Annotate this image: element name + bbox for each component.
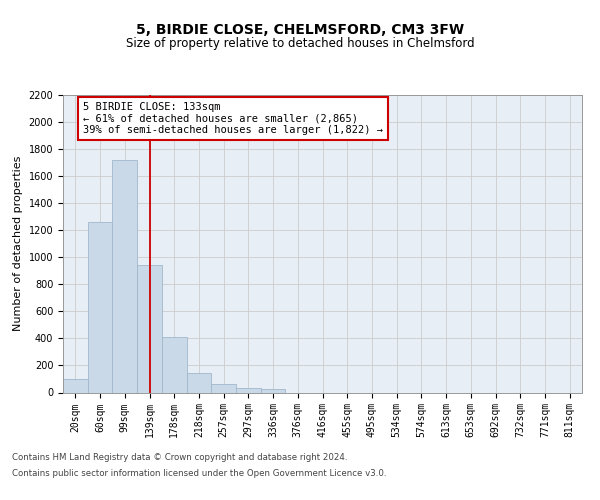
Text: Contains public sector information licensed under the Open Government Licence v3: Contains public sector information licen… xyxy=(12,468,386,477)
Y-axis label: Number of detached properties: Number of detached properties xyxy=(13,156,23,332)
Bar xyxy=(261,389,286,392)
Bar xyxy=(162,337,187,392)
Bar xyxy=(137,266,162,392)
Bar xyxy=(112,160,137,392)
Bar xyxy=(63,379,88,392)
Bar xyxy=(211,384,236,392)
Bar xyxy=(236,388,261,392)
Text: Size of property relative to detached houses in Chelmsford: Size of property relative to detached ho… xyxy=(125,38,475,51)
Text: 5 BIRDIE CLOSE: 133sqm
← 61% of detached houses are smaller (2,865)
39% of semi-: 5 BIRDIE CLOSE: 133sqm ← 61% of detached… xyxy=(83,102,383,135)
Text: Contains HM Land Registry data © Crown copyright and database right 2024.: Contains HM Land Registry data © Crown c… xyxy=(12,454,347,462)
Text: 5, BIRDIE CLOSE, CHELMSFORD, CM3 3FW: 5, BIRDIE CLOSE, CHELMSFORD, CM3 3FW xyxy=(136,22,464,36)
Bar xyxy=(88,222,112,392)
Bar xyxy=(187,373,211,392)
